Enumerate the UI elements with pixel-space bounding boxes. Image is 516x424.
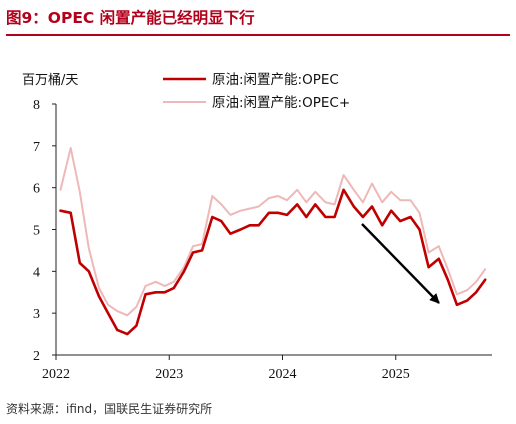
legend-label-opec-plus: 原油:闲置产能:OPEC+ <box>212 95 350 111</box>
axes: 2 3 4 5 6 7 8 2022 2023 2024 2025 <box>33 98 492 382</box>
source-note: 资料来源：ifind，国联民生证券研究所 <box>6 402 213 416</box>
x-tick-label: 2022 <box>42 367 70 382</box>
x-tick-label: 2024 <box>268 367 296 382</box>
legend-label-opec: 原油:闲置产能:OPEC <box>212 72 339 88</box>
y-axis-unit-label: 百万桶/天 <box>22 73 78 88</box>
downtrend-arrow <box>361 223 440 304</box>
x-tick-label: 2025 <box>382 367 410 382</box>
y-tick-label: 2 <box>33 349 40 364</box>
title-divider <box>6 34 510 36</box>
y-tick-label: 5 <box>33 224 40 239</box>
figure-header: 图9：OPEC 闲置产能已经明显下行 <box>0 0 516 36</box>
legend: 原油:闲置产能:OPEC 原油:闲置产能:OPEC+ <box>163 72 350 111</box>
series-layer <box>59 146 487 336</box>
series-line-opec <box>59 188 487 336</box>
y-tick-label: 6 <box>33 182 40 197</box>
y-tick-label: 8 <box>33 98 40 113</box>
series-line-opec-plus <box>59 146 487 317</box>
y-tick-label: 3 <box>33 307 40 322</box>
figure-title: 图9：OPEC 闲置产能已经明显下行 <box>6 9 255 27</box>
x-tick-label: 2023 <box>155 367 183 382</box>
y-tick-label: 7 <box>33 140 40 155</box>
y-tick-label: 4 <box>33 265 40 280</box>
